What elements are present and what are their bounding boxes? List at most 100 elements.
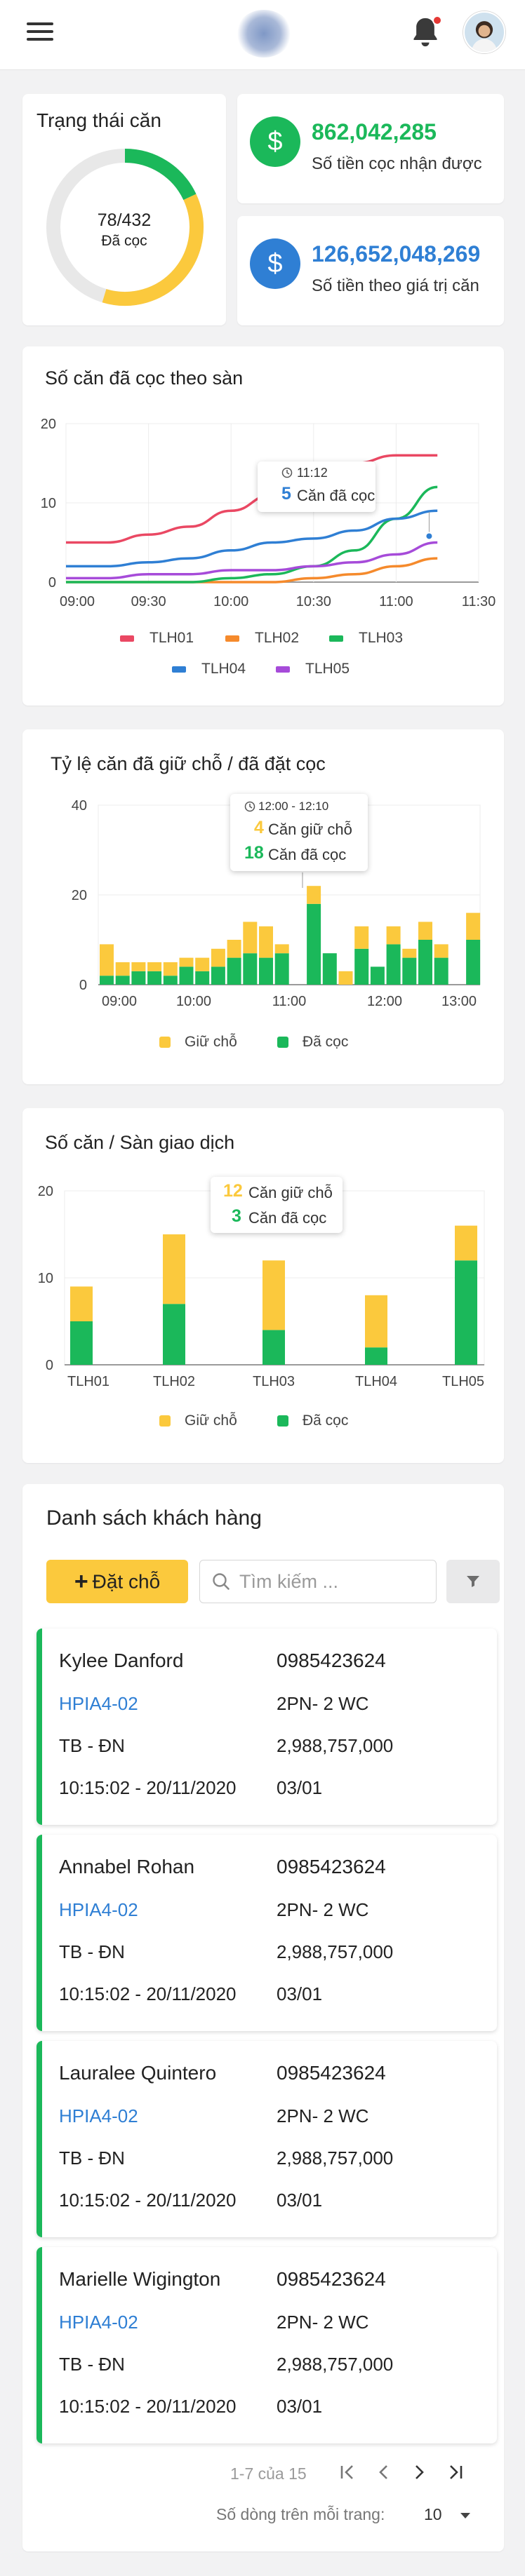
bar-hold <box>386 926 401 945</box>
rows-per-page-value[interactable]: 10 <box>424 2505 442 2523</box>
bar-hold <box>365 1295 387 1348</box>
unit-value-label: Số tiền theo giá trị căn <box>312 276 479 295</box>
bar-hold <box>100 944 114 976</box>
legend-item-hold[interactable]: Giữ chỗ <box>159 1412 237 1429</box>
y-tick-label: 10 <box>38 1271 53 1286</box>
customer-phone: 0985423624 <box>277 1856 386 1877</box>
legend-item-tlh04[interactable]: TLH04 <box>172 661 246 677</box>
avatar[interactable] <box>463 11 505 53</box>
customer-floor: TB - ĐN <box>59 2354 125 2375</box>
plus-icon: + <box>74 1567 88 1595</box>
x-tick-label: 10:00 <box>213 594 248 609</box>
bar-deposit <box>322 953 337 985</box>
bar-hold <box>434 944 448 958</box>
customer-list-title: Danh sách khách hàng <box>46 1506 262 1530</box>
bar-deposit <box>370 966 385 985</box>
search-input[interactable] <box>239 1567 429 1596</box>
x-tick-label: TLH03 <box>253 1374 295 1389</box>
legend-item-tlh01[interactable]: TLH01 <box>120 630 194 647</box>
customer-unit-link[interactable]: HPIA4-02 <box>59 1899 138 1920</box>
bar-deposit <box>274 953 289 985</box>
x-tick-label: TLH02 <box>153 1374 195 1389</box>
y-tick-label: 10 <box>41 496 56 511</box>
unit-value-card: $ 126,652,048,269 Số tiền theo giá trị c… <box>237 216 504 325</box>
bar-hold <box>211 948 225 967</box>
legend-item-tlh03[interactable]: TLH03 <box>329 630 403 647</box>
tooltip-time: 12:00 - 12:10 <box>258 800 329 813</box>
bar-deposit <box>262 1330 285 1365</box>
customer-card[interactable]: Annabel Rohan 0985423624 HPIA4-02 2PN- 2… <box>36 1835 497 2031</box>
next-page-icon[interactable] <box>408 2460 430 2484</box>
customer-card[interactable]: Kylee Danford 0985423624 HPIA4-02 2PN- 2… <box>36 1628 497 1825</box>
floor-bar-chart: 0 10 20 TLH01 TLH02 TLH03 TLH04 TLH05 <box>38 1184 485 1389</box>
floor-chart-card: Số căn / Sàn giao dịch 0 10 20 TLH01 TLH02 TL… <box>22 1108 504 1463</box>
customer-card[interactable]: Lauralee Quintero 0985423624 HPIA4-02 2P… <box>36 2041 497 2237</box>
ratio-bar-chart: 0 20 40 09:00 10:00 11:00 12:00 13:00 <box>72 798 481 1009</box>
bar-deposit <box>307 903 321 985</box>
series-line-tlh03 <box>66 485 438 584</box>
series-line-tlh05 <box>66 541 438 580</box>
customer-card[interactable]: Marielle Wigington 0985423624 HPIA4-02 2… <box>36 2247 497 2443</box>
legend-item-tlh02[interactable]: TLH02 <box>225 630 299 647</box>
y-tick-label: 20 <box>41 417 56 432</box>
legend-item-deposit[interactable]: Đã cọc <box>277 1034 348 1051</box>
bar-hold <box>163 1234 185 1304</box>
bar-hold <box>70 1286 93 1321</box>
customer-unit-link[interactable]: HPIA4-02 <box>59 2105 138 2126</box>
bar-hold <box>307 886 321 904</box>
legend-item-hold[interactable]: Giữ chỗ <box>159 1034 237 1051</box>
customer-date: 03/01 <box>277 1777 323 1798</box>
bar-deposit <box>100 976 114 985</box>
tooltip-deposit-text: Căn đã cọc <box>268 846 347 863</box>
bar-deposit <box>386 944 401 985</box>
x-tick-label: 13:00 <box>441 994 477 1009</box>
bar-deposit <box>179 966 194 985</box>
x-tick-label: 11:30 <box>462 594 496 609</box>
clock-icon <box>281 467 293 478</box>
bar-deposit <box>402 957 417 985</box>
x-tick-label: 12:00 <box>367 994 402 1009</box>
bar-deposit <box>131 971 146 985</box>
y-tick-label: 40 <box>72 798 87 814</box>
customer-unit-type: 2PN- 2 WC <box>277 1899 369 1920</box>
filter-button[interactable] <box>446 1560 500 1603</box>
bar-deposit <box>418 940 432 985</box>
last-page-icon[interactable] <box>445 2460 466 2484</box>
prev-page-icon[interactable] <box>373 2460 394 2484</box>
add-reservation-button[interactable]: + Đặt chỗ <box>46 1560 188 1603</box>
bell-icon[interactable] <box>410 15 441 49</box>
customer-price: 2,988,757,000 <box>277 2147 394 2169</box>
customer-phone: 0985423624 <box>277 2268 386 2290</box>
bar-deposit <box>163 976 178 985</box>
x-tick-label: 09:00 <box>102 994 137 1009</box>
bar-deposit <box>259 957 273 985</box>
customer-time: 10:15:02 - 20/11/2020 <box>59 1777 237 1798</box>
hamburger-icon[interactable] <box>27 22 53 43</box>
customer-price: 2,988,757,000 <box>277 2354 394 2375</box>
customer-unit-link[interactable]: HPIA4-02 <box>59 2312 138 2333</box>
bar-hold <box>455 1225 477 1261</box>
search-box[interactable] <box>199 1560 437 1603</box>
legend-item-deposit[interactable]: Đã cọc <box>277 1412 348 1429</box>
line-chart-tooltip: 11:12 5 Căn đã cọc <box>258 461 376 512</box>
dollar-icon: $ <box>250 238 300 289</box>
y-tick-label: 0 <box>46 1358 53 1373</box>
series-line-tlh01 <box>65 454 438 544</box>
y-tick-label: 0 <box>48 575 56 591</box>
first-page-icon[interactable] <box>337 2460 358 2484</box>
tooltip-hold-text: Căn giữ chỗ <box>268 821 352 838</box>
customer-unit-type: 2PN- 2 WC <box>277 2312 369 2333</box>
rows-per-page-label: Số dòng trên mỗi trang: <box>216 2505 385 2523</box>
notification-badge <box>432 15 442 25</box>
logo <box>236 10 292 58</box>
customer-unit-link[interactable]: HPIA4-02 <box>59 1693 138 1714</box>
chevron-down-icon[interactable] <box>459 2511 472 2521</box>
customer-name: Lauralee Quintero <box>59 2062 217 2084</box>
filter-icon <box>467 1576 479 1587</box>
line-chart-title: Số căn đã cọc theo sàn <box>45 367 244 389</box>
clock-icon <box>244 801 255 812</box>
deposit-amount-label: Số tiền cọc nhận được <box>312 154 482 173</box>
legend-item-tlh05[interactable]: TLH05 <box>276 661 350 677</box>
tooltip-point <box>425 532 434 541</box>
x-tick-label: 11:00 <box>272 994 307 1009</box>
